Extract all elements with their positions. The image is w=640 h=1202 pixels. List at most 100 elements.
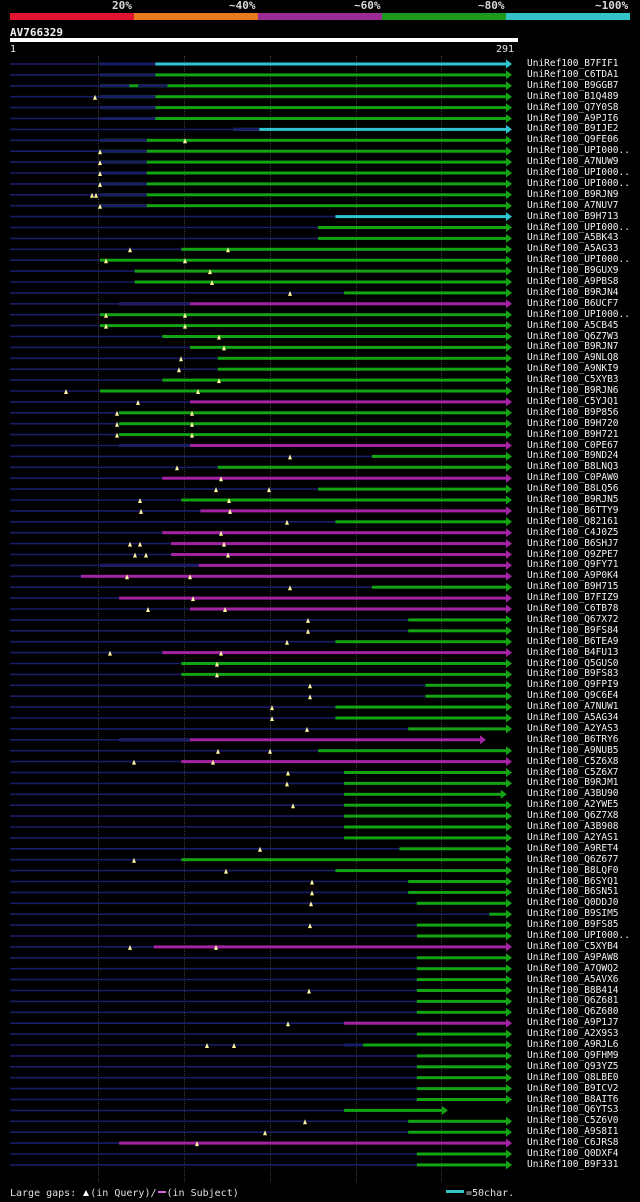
hit-label[interactable]: UniRef100_A2YWE5 <box>527 799 619 811</box>
hit-label[interactable]: UniRef100_A7NUV7 <box>527 199 619 211</box>
hit-label[interactable]: UniRef100_Q0DXF4 <box>527 1148 619 1159</box>
hit-label[interactable]: UniRef100_A3BU90 <box>527 788 619 800</box>
hit-label[interactable]: UniRef100_Q5GUS0 <box>527 657 619 669</box>
hit-label[interactable]: UniRef100_A9P1J7 <box>527 1017 619 1029</box>
hit-label[interactable]: UniRef100_A3B908 <box>527 821 619 832</box>
hit-label[interactable]: UniRef100_A9NUB5 <box>527 744 619 756</box>
hit-label[interactable]: UniRef100_B9RJN4 <box>527 286 619 298</box>
hit-label[interactable]: UniRef100_B9P856 <box>527 406 619 418</box>
hit-label[interactable]: UniRef100_B8B414 <box>527 984 619 996</box>
hit-label[interactable]: UniRef100_C5YJQ1 <box>527 395 619 407</box>
hit-label[interactable]: UniRef100_C6TDA1 <box>527 68 619 80</box>
hit-label[interactable]: UniRef100_Q9ZPE7 <box>527 548 619 560</box>
hit-label[interactable]: UniRef100_A5AG34 <box>527 712 619 723</box>
hit-label[interactable]: UniRef100_B9H715 <box>527 581 619 593</box>
hit-label[interactable]: UniRef100_B9GUX9 <box>527 265 619 277</box>
hit-label[interactable]: UniRef100_Q9FHM9 <box>527 1049 619 1061</box>
hit-label[interactable]: UniRef100_B6UCF7 <box>527 297 619 309</box>
hit-label[interactable]: UniRef100_A7NUW9 <box>527 156 619 168</box>
hit-label[interactable]: UniRef100_Q6Z7X8 <box>527 810 619 822</box>
hit-label[interactable]: UniRef100_B7FIF1 <box>527 58 619 69</box>
hit-label[interactable]: UniRef100_C4J0Z5 <box>527 526 619 538</box>
hit-label[interactable]: UniRef100_C5XYB4 <box>527 940 619 952</box>
hit-label[interactable]: UniRef100_B9RJM1 <box>527 777 619 789</box>
hit-label[interactable]: UniRef100_B9H720 <box>527 417 619 429</box>
hit-label[interactable]: UniRef100_UPI000.. <box>527 930 630 941</box>
hit-label[interactable]: UniRef100_Q9FY71 <box>527 559 619 571</box>
hit-label[interactable]: UniRef100_A9NKI9 <box>527 363 619 375</box>
hit-label[interactable]: UniRef100_B9RJN7 <box>527 341 619 353</box>
hit-label[interactable]: UniRef100_B9GGB7 <box>527 79 619 91</box>
hit-label[interactable]: UniRef100_A2YAS1 <box>527 831 619 843</box>
hit-label[interactable]: UniRef100_C6JRS8 <box>527 1137 619 1149</box>
hit-label[interactable]: UniRef100_B1Q489 <box>527 90 619 102</box>
hit-label[interactable]: UniRef100_B8AIT6 <box>527 1093 619 1105</box>
hit-label[interactable]: UniRef100_B9IJE2 <box>527 123 619 135</box>
hit-label[interactable]: UniRef100_A9PBS8 <box>527 276 619 287</box>
hit-label[interactable]: UniRef100_C0PAW0 <box>527 472 619 484</box>
hit-label[interactable]: UniRef100_B8LQF0 <box>527 864 619 876</box>
hit-label[interactable]: UniRef100_UPI000.. <box>527 177 630 189</box>
hit-label[interactable]: UniRef100_B4FU13 <box>527 646 619 658</box>
hit-label[interactable]: UniRef100_C5Z6X8 <box>527 755 619 767</box>
hit-label[interactable]: UniRef100_Q7Y0S8 <box>527 101 619 113</box>
hit-label[interactable]: UniRef100_Q6Z680 <box>527 1006 619 1018</box>
hit-label[interactable]: UniRef100_A9RET4 <box>527 842 619 854</box>
hit-label[interactable]: UniRef100_UPI000.. <box>527 145 630 157</box>
hit-label[interactable]: UniRef100_C5Z6V0 <box>527 1115 619 1127</box>
hit-label[interactable]: UniRef100_B9F331 <box>527 1158 619 1170</box>
hit-label[interactable]: UniRef100_Q8LBE0 <box>527 1071 619 1083</box>
hit-label[interactable]: UniRef100_Q9FPI9 <box>527 679 619 691</box>
hit-label[interactable]: UniRef100_Q6YTS3 <box>527 1104 619 1116</box>
hit-label[interactable]: UniRef100_Q82161 <box>527 515 619 527</box>
hit-label[interactable]: UniRef100_B8LNQ3 <box>527 461 619 473</box>
hit-label[interactable]: UniRef100_A7QWQ2 <box>527 962 619 974</box>
hit-label[interactable]: UniRef100_Q0DDJ0 <box>527 897 619 909</box>
hit-label[interactable]: UniRef100_C5XYB3 <box>527 374 619 386</box>
hit-label[interactable]: UniRef100_B6TEA9 <box>527 635 619 647</box>
hit-label[interactable]: UniRef100_B9RJN5 <box>527 494 619 505</box>
hit-label[interactable]: UniRef100_A5BK43 <box>527 232 619 244</box>
hit-label[interactable]: UniRef100_UPI000.. <box>527 308 630 320</box>
hit-label[interactable]: UniRef100_B9FS83 <box>527 668 619 680</box>
hit-label[interactable]: UniRef100_A2YAS3 <box>527 722 619 734</box>
hit-label[interactable]: UniRef100_Q6Z7W3 <box>527 330 619 342</box>
hit-label[interactable]: UniRef100_B9ICV2 <box>527 1082 619 1094</box>
hit-label[interactable]: UniRef100_B7FIZ9 <box>527 592 619 604</box>
hit-label[interactable]: UniRef100_A5CB45 <box>527 319 619 331</box>
hit-label[interactable]: UniRef100_B6SHJ7 <box>527 537 619 549</box>
hit-label[interactable]: UniRef100_Q9C6E4 <box>527 690 619 702</box>
hit-label[interactable]: UniRef100_Q93YZ5 <box>527 1060 619 1072</box>
hit-label[interactable]: UniRef100_Q6Z681 <box>527 995 619 1007</box>
hit-label[interactable]: UniRef100_Q67X72 <box>527 613 619 625</box>
hit-label[interactable]: UniRef100_A5AVX6 <box>527 973 619 985</box>
hit-label[interactable]: UniRef100_B9H713 <box>527 210 619 222</box>
hit-label[interactable]: UniRef100_Q9FE06 <box>527 134 619 146</box>
hit-label[interactable]: UniRef100_B6SYQ1 <box>527 875 619 887</box>
hit-label[interactable]: UniRef100_A9PAW8 <box>527 951 619 963</box>
hit-label[interactable]: UniRef100_B9ND24 <box>527 450 619 462</box>
hit-label[interactable]: UniRef100_B9RJN9 <box>527 188 619 200</box>
hit-label[interactable]: UniRef100_A9PJI6 <box>527 112 619 124</box>
hit-label[interactable]: UniRef100_B9FS84 <box>527 624 619 636</box>
hit-label[interactable]: UniRef100_C6TB78 <box>527 603 619 614</box>
hit-label[interactable]: UniRef100_A9P0K4 <box>527 570 619 582</box>
hit-label[interactable]: UniRef100_Q6Z677 <box>527 853 619 865</box>
hit-label[interactable]: UniRef100_B9FS85 <box>527 919 619 931</box>
hit-label[interactable]: UniRef100_B9H721 <box>527 428 619 440</box>
hit-label[interactable]: UniRef100_A2X9S3 <box>527 1028 619 1040</box>
hit-label[interactable]: UniRef100_A9NLQ8 <box>527 352 619 364</box>
hit-label[interactable]: UniRef100_A9S8I1 <box>527 1126 619 1138</box>
hit-label[interactable]: UniRef100_C5Z6X7 <box>527 766 619 778</box>
hit-label[interactable]: UniRef100_A7NUW1 <box>527 701 619 713</box>
hit-label[interactable]: UniRef100_C0PE67 <box>527 439 619 451</box>
hit-label[interactable]: UniRef100_B6TTY9 <box>527 504 619 516</box>
hit-label[interactable]: UniRef100_B6SN51 <box>527 886 619 898</box>
hit-label[interactable]: UniRef100_B6TRY6 <box>527 733 619 745</box>
hit-label[interactable]: UniRef100_B8LQ56 <box>527 483 619 495</box>
hit-label[interactable]: UniRef100_A5AG33 <box>527 243 619 255</box>
hit-label[interactable]: UniRef100_B9SIM5 <box>527 908 619 920</box>
hit-label[interactable]: UniRef100_UPI000.. <box>527 167 630 178</box>
hit-label[interactable]: UniRef100_A9RJL6 <box>527 1039 619 1050</box>
hit-label[interactable]: UniRef100_UPI000.. <box>527 221 630 233</box>
